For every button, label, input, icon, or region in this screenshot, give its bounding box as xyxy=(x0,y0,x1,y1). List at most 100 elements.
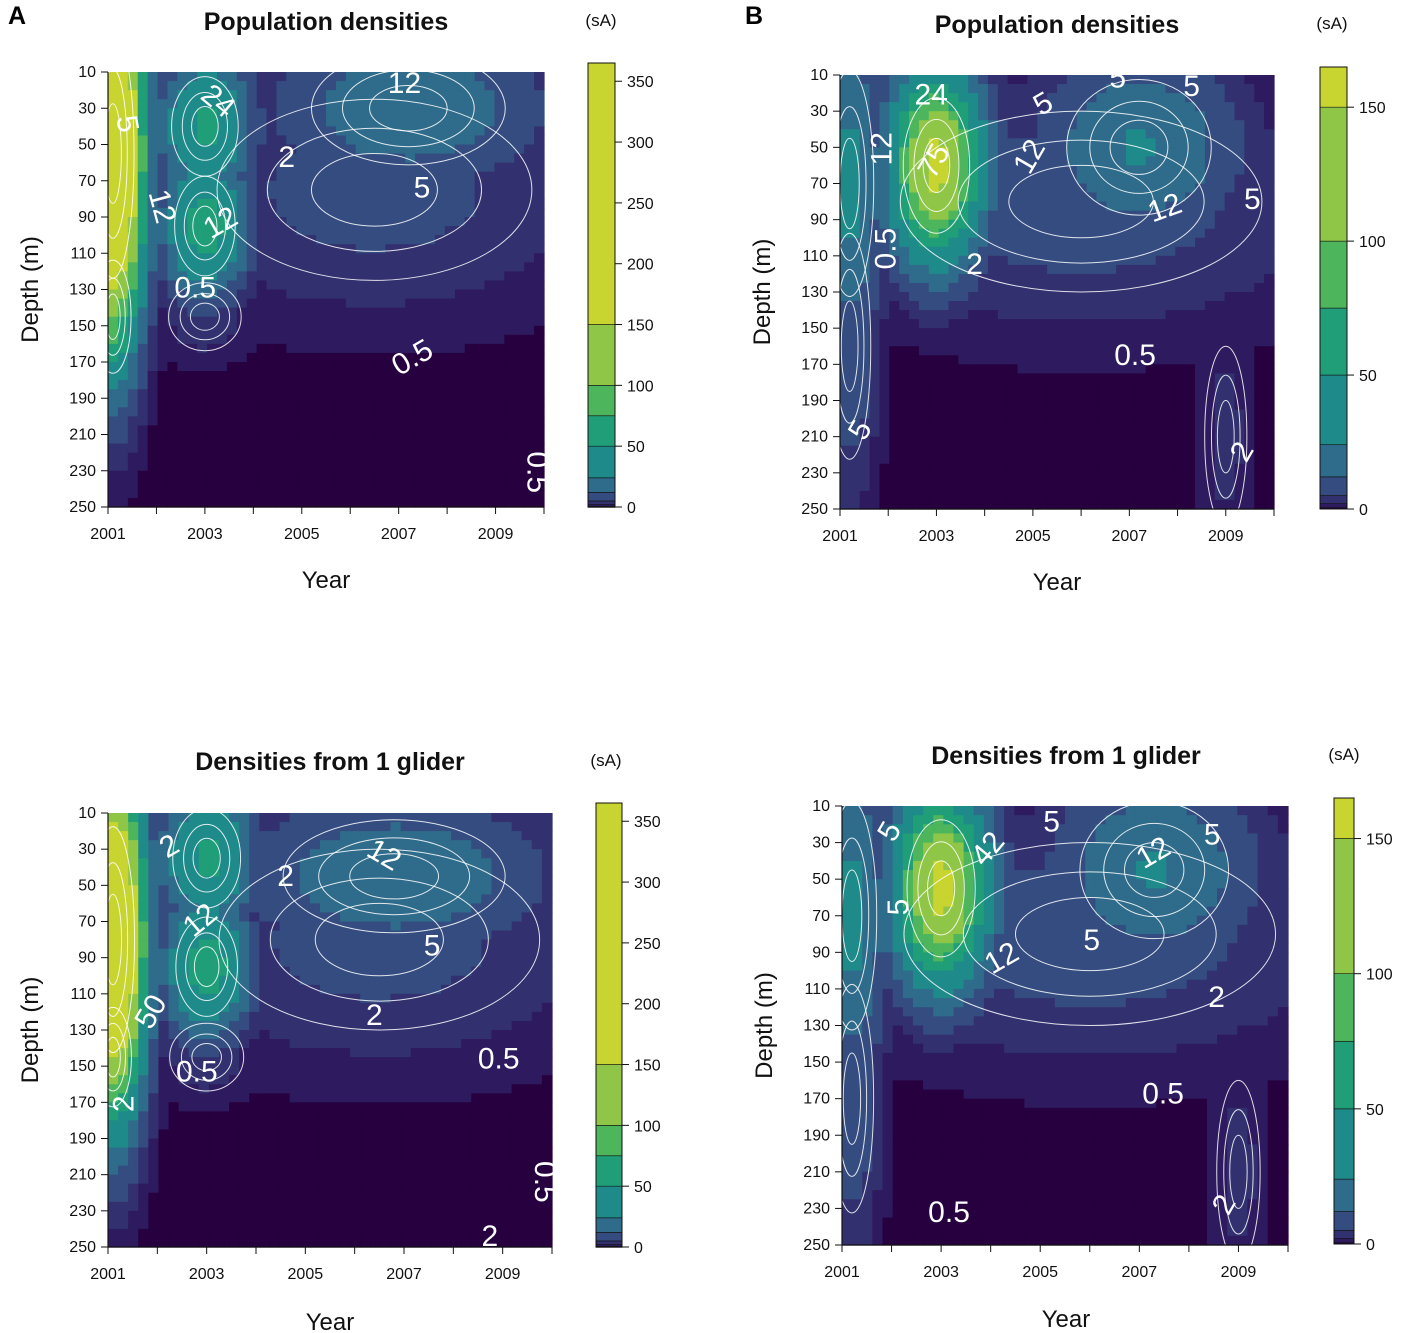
heatmap-cell xyxy=(1145,391,1157,402)
heatmap-cell xyxy=(217,307,228,318)
heatmap-cell xyxy=(997,75,1009,85)
heatmap-cell xyxy=(1057,147,1068,157)
heatmap-cell xyxy=(117,198,129,209)
heatmap-cell xyxy=(177,198,188,209)
heatmap-cell xyxy=(217,298,228,309)
heatmap-cell xyxy=(958,373,969,384)
heatmap-cell xyxy=(997,120,1009,130)
heatmap-cell xyxy=(1126,418,1137,429)
heatmap-cell xyxy=(1165,490,1176,501)
heatmap-cell xyxy=(167,416,178,427)
heatmap-cell xyxy=(849,490,861,501)
heatmap-cell xyxy=(158,885,170,895)
heatmap-cell xyxy=(108,1129,119,1140)
heatmap-cell xyxy=(1264,463,1275,474)
heatmap-cell xyxy=(1224,147,1236,157)
heatmap-cell xyxy=(118,930,129,941)
heatmap-cell xyxy=(286,289,297,300)
heatmap-cell xyxy=(534,207,545,218)
heatmap-cell xyxy=(355,407,367,417)
heatmap-cell xyxy=(1165,228,1176,239)
heatmap-cell xyxy=(879,310,890,320)
heatmap-cell xyxy=(484,162,496,173)
heatmap-cell xyxy=(395,217,406,227)
heatmap-cell xyxy=(168,1129,180,1140)
heatmap-cell xyxy=(1254,301,1265,311)
heatmap-cell xyxy=(1126,264,1137,275)
heatmap-cell xyxy=(108,1237,119,1248)
heatmap-cell xyxy=(306,343,317,354)
contour-label: 5 xyxy=(1183,70,1200,103)
heatmap-cell xyxy=(148,1165,160,1176)
heatmap-cell xyxy=(188,1048,200,1058)
heatmap-cell xyxy=(1027,264,1038,275)
heatmap-cell xyxy=(899,246,910,257)
heatmap-cell xyxy=(514,262,525,272)
heatmap-cell xyxy=(1204,147,1216,157)
heatmap-cell xyxy=(355,371,367,381)
contour-line xyxy=(105,293,121,340)
heatmap-cell xyxy=(494,389,505,399)
heatmap-cell xyxy=(128,1210,139,1221)
heatmap-cell xyxy=(968,255,979,266)
heatmap-cell xyxy=(138,993,149,1004)
heatmap-cell xyxy=(178,903,190,914)
heatmap-cell xyxy=(316,262,327,272)
heatmap-cell xyxy=(1017,228,1029,239)
heatmap-cell xyxy=(365,470,377,481)
heatmap-cell xyxy=(524,117,535,127)
heatmap-cell xyxy=(849,93,861,103)
heatmap-cell xyxy=(147,316,159,327)
heatmap-cell xyxy=(1264,93,1275,103)
heatmap-cell xyxy=(514,343,525,354)
heatmap-cell xyxy=(385,434,396,445)
heatmap-cell xyxy=(444,117,456,127)
heatmap-cell xyxy=(859,255,871,266)
heatmap-cell xyxy=(1234,373,1246,384)
heatmap-cell xyxy=(504,334,515,345)
heatmap-cell xyxy=(869,355,881,365)
heatmap-cell xyxy=(207,325,218,336)
heatmap-cell xyxy=(157,298,169,309)
heatmap-cell xyxy=(108,235,119,245)
heatmap-cell xyxy=(474,461,486,472)
heatmap-cell xyxy=(1244,328,1255,338)
heatmap-cell xyxy=(524,235,535,245)
heatmap-cell xyxy=(147,307,159,318)
heatmap-cell xyxy=(187,425,198,436)
heatmap-cell xyxy=(1106,319,1117,329)
heatmap-cell xyxy=(1126,364,1137,374)
heatmap-cell xyxy=(1057,346,1068,356)
heatmap-cell xyxy=(226,298,238,309)
heatmap-cell xyxy=(1047,391,1058,402)
heatmap-cell xyxy=(365,416,377,427)
heatmap-cell xyxy=(335,217,347,227)
heatmap-cell xyxy=(208,867,220,877)
heatmap-cell xyxy=(158,903,170,914)
heatmap-cell xyxy=(375,407,387,417)
heatmap-cell xyxy=(1096,292,1107,302)
contour-label: 5 xyxy=(1244,183,1261,216)
heatmap-cell xyxy=(167,307,178,318)
heatmap-cell xyxy=(1126,210,1137,221)
heatmap-cell xyxy=(188,1165,200,1176)
heatmap-cell xyxy=(326,461,337,472)
heatmap-cell xyxy=(177,189,188,200)
heatmap-cell xyxy=(236,280,248,291)
heatmap-cell xyxy=(147,343,159,354)
heatmap-cell xyxy=(137,334,149,345)
heatmap-cell xyxy=(1096,165,1107,176)
heatmap-cell xyxy=(1254,490,1265,501)
y-tick-label: 50 xyxy=(78,137,96,154)
contour-line xyxy=(957,139,1205,264)
heatmap-cell xyxy=(177,162,188,173)
heatmap-cell xyxy=(1017,264,1029,275)
heatmap-cell xyxy=(395,389,406,399)
heatmap-cell xyxy=(276,271,287,282)
heatmap-cell xyxy=(1135,364,1147,374)
heatmap-cell xyxy=(859,75,871,85)
heatmap-cell xyxy=(1017,454,1029,465)
heatmap-cell xyxy=(276,343,287,354)
heatmap-cell xyxy=(524,307,535,318)
heatmap-cell xyxy=(849,228,861,239)
